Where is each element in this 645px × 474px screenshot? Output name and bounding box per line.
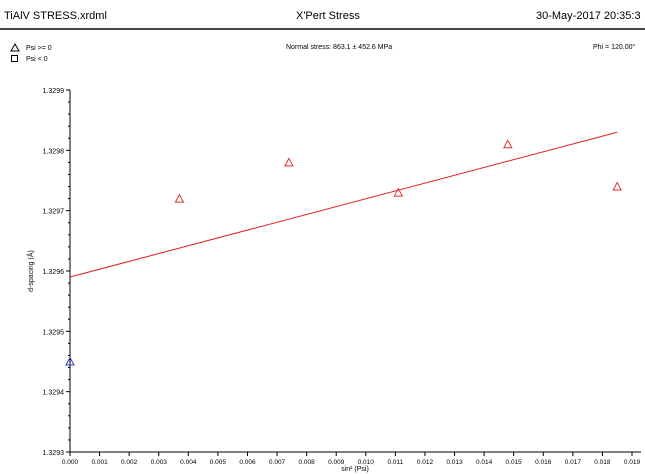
y-tick-label: 1.3293 xyxy=(43,450,65,457)
x-tick-label: 0.011 xyxy=(387,459,403,466)
normal-stress-text: Normal stress: 863.1 ± 452.6 MPa xyxy=(286,44,392,51)
x-tick-label: 0.001 xyxy=(91,459,108,466)
x-tick-label: 0.003 xyxy=(151,459,168,466)
legend-pos-label: Psi >= 0 xyxy=(26,45,52,52)
y-tick-label: 1.3294 xyxy=(43,390,65,397)
x-tick-label: 0.004 xyxy=(180,459,197,466)
x-tick-label: 0.002 xyxy=(121,459,138,466)
y-tick-label: 1.3298 xyxy=(43,148,65,155)
fit-line xyxy=(69,131,618,278)
x-tick-label: 0.015 xyxy=(506,459,523,466)
x-tick-label: 0.000 xyxy=(62,459,79,466)
x-tick-label: 0.013 xyxy=(446,459,463,466)
header-bar: TiAlV STRESS.xrdml X'Pert Stress 30-May-… xyxy=(0,0,645,30)
date-time: 30-May-2017 20:35:3 xyxy=(536,10,641,22)
file-name: TiAlV STRESS.xrdml xyxy=(4,10,107,22)
y-tick-label: 1.3296 xyxy=(43,269,65,276)
x-tick-label: 0.012 xyxy=(417,459,434,466)
y-axis-ticks: 1.3293 1.3294 1.3295 1.3296 1.3297 1.3298 1.32… xyxy=(43,88,70,457)
y-tick-label: 1.3297 xyxy=(43,209,65,216)
fit-line-group xyxy=(69,131,618,278)
x-axis-label: sin² (Psi) xyxy=(341,466,369,473)
x-tick-label: 0.006 xyxy=(239,459,256,466)
x-tick-label: 0.016 xyxy=(535,459,552,466)
y-axis-label: d-spacing (Å) xyxy=(26,250,35,292)
phi-text: Phi = 120.00° xyxy=(593,43,636,51)
x-tick-label: 0.019 xyxy=(624,459,641,466)
data-point xyxy=(174,193,185,203)
data-point xyxy=(612,181,623,191)
x-tick-label: 0.008 xyxy=(298,459,315,466)
data-point xyxy=(393,187,404,197)
legend: Psi >= 0 Psi < 0 xyxy=(10,42,52,63)
legend-triangle-icon xyxy=(10,42,20,52)
x-tick-label: 0.018 xyxy=(594,459,611,466)
data-point xyxy=(284,157,294,167)
legend-neg-label: Psi < 0 xyxy=(26,56,48,63)
x-axis-ticks: 0.000 0.001 0.002 0.003 0.004 0.005 0.006 0.007… xyxy=(62,452,641,466)
legend-square-icon xyxy=(11,55,18,62)
x-tick-label: 0.014 xyxy=(476,459,493,466)
x-tick-label: 0.010 xyxy=(358,459,375,466)
header-divider xyxy=(0,28,645,30)
x-tick-label: 0.009 xyxy=(328,459,345,466)
x-tick-label: 0.007 xyxy=(269,459,286,466)
data-point xyxy=(502,139,513,149)
app-title: X'Pert Stress xyxy=(296,10,360,22)
data-points xyxy=(65,139,623,366)
x-tick-label: 0.017 xyxy=(565,459,582,466)
x-tick-label: 0.005 xyxy=(210,459,227,466)
data-point xyxy=(65,356,75,366)
y-tick-label: 1.3299 xyxy=(43,88,65,95)
y-tick-label: 1.3295 xyxy=(43,329,65,336)
